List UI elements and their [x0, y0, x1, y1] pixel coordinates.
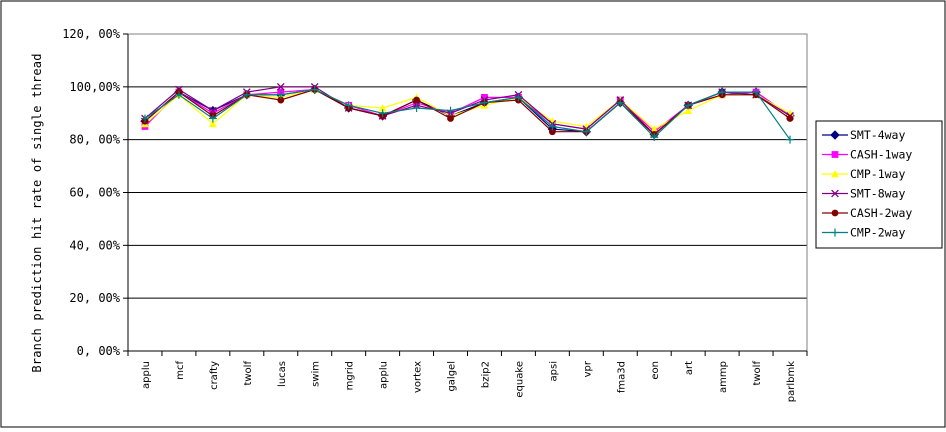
series-lines — [140, 82, 795, 144]
data-point — [831, 151, 839, 158]
data-point — [786, 115, 794, 122]
data-point — [174, 90, 183, 99]
x-tick-label: lucas — [277, 361, 288, 387]
y-tick-label: 80, 00% — [69, 133, 120, 147]
x-tick-label: bzip2 — [480, 361, 491, 388]
legend-label: CASH-2way — [850, 206, 912, 220]
data-point — [786, 135, 795, 144]
legend-entry: SMT-4way — [822, 128, 905, 142]
data-point — [208, 119, 217, 128]
legend-entry: CMP-2way — [822, 226, 905, 240]
x-tick-labels: applu mcf crafty twolf lucas swim mgrid applu vo… — [141, 360, 797, 402]
x-tick-label: ammp — [718, 361, 729, 393]
data-point — [830, 130, 840, 140]
data-point — [718, 88, 727, 97]
data-point — [344, 101, 353, 110]
legend: SMT-4way CASH-1way CMP-1way SMT-8way CASH-2w… — [815, 120, 943, 249]
legend-label: CMP-1way — [850, 167, 905, 181]
data-point — [480, 98, 489, 107]
series-line — [144, 88, 791, 141]
legend-label: SMT-8way — [850, 187, 905, 201]
data-point — [514, 93, 523, 102]
legend-label: CASH-1way — [850, 148, 912, 162]
data-point — [650, 133, 659, 142]
x-tick-label: apsi — [548, 361, 559, 381]
x-tick-label: applu — [141, 361, 152, 389]
data-point — [582, 127, 591, 136]
y-tick-label: 60, 00% — [69, 186, 120, 200]
data-point — [831, 228, 839, 237]
series-cmp-2way — [140, 85, 795, 144]
x-tick-label: mcf — [175, 361, 186, 380]
y-tick-label: 120, 00% — [62, 27, 121, 41]
legend-label: CMP-2way — [850, 226, 905, 240]
axes — [123, 33, 808, 356]
data-point — [616, 98, 625, 107]
x-tick-label: swim — [311, 361, 322, 387]
x-tick-label: fma3d — [616, 361, 627, 393]
data-point — [650, 125, 659, 133]
x-tick-label: art — [684, 361, 695, 375]
data-point — [831, 209, 839, 217]
data-point — [684, 101, 693, 110]
y-tick-label: 40, 00% — [69, 238, 120, 252]
x-tick-label: equake — [514, 361, 525, 398]
data-point — [446, 106, 455, 115]
x-tick-label: eon — [650, 361, 661, 380]
x-tick-label: crafty — [209, 361, 220, 390]
legend-entry: CMP-1way — [822, 167, 905, 181]
data-point — [413, 96, 420, 104]
data-point — [831, 189, 839, 198]
data-point — [310, 85, 319, 94]
data-point — [831, 170, 839, 178]
data-point — [447, 115, 454, 122]
data-point — [242, 90, 251, 99]
x-tick-label: vpr — [582, 360, 593, 377]
data-point — [481, 94, 488, 101]
data-point — [378, 109, 387, 118]
y-tick-label: 100,00% — [69, 80, 120, 94]
legend-entry: SMT-8way — [822, 187, 905, 201]
x-tick-label: galgel — [447, 361, 458, 392]
x-tick-label: twolf — [243, 361, 254, 386]
legend-label: SMT-4way — [850, 128, 905, 142]
data-point — [548, 122, 557, 131]
y-tick-label: 0, 00% — [77, 344, 121, 358]
y-tick-label: 20, 00% — [69, 291, 120, 305]
y-axis-title: Branch prediction hit rate of single thr… — [30, 53, 44, 372]
data-point — [412, 103, 421, 112]
x-tick-label: parlbmk — [786, 361, 797, 402]
gridlines — [128, 86, 807, 299]
x-tick-label: mgrid — [345, 361, 356, 390]
x-tick-label: vortex — [413, 361, 424, 393]
legend-box — [815, 120, 943, 249]
x-tick-label: twolf — [752, 361, 763, 386]
y-tick-labels: 0, 00% 20, 00% 40, 00% 60, 00% 80, 00% 100,00… — [62, 27, 121, 358]
data-point — [548, 128, 556, 136]
legend-entry: CASH-1way — [822, 148, 912, 162]
data-point — [276, 82, 285, 91]
x-tick-label: applu — [379, 361, 390, 389]
data-point — [684, 106, 693, 115]
data-point — [378, 104, 387, 112]
data-point — [277, 96, 285, 104]
data-point — [140, 114, 149, 123]
data-point — [208, 114, 217, 123]
data-point — [752, 88, 761, 97]
data-point — [276, 90, 285, 99]
data-point — [209, 106, 217, 115]
legend-entry: CASH-2way — [822, 206, 912, 220]
